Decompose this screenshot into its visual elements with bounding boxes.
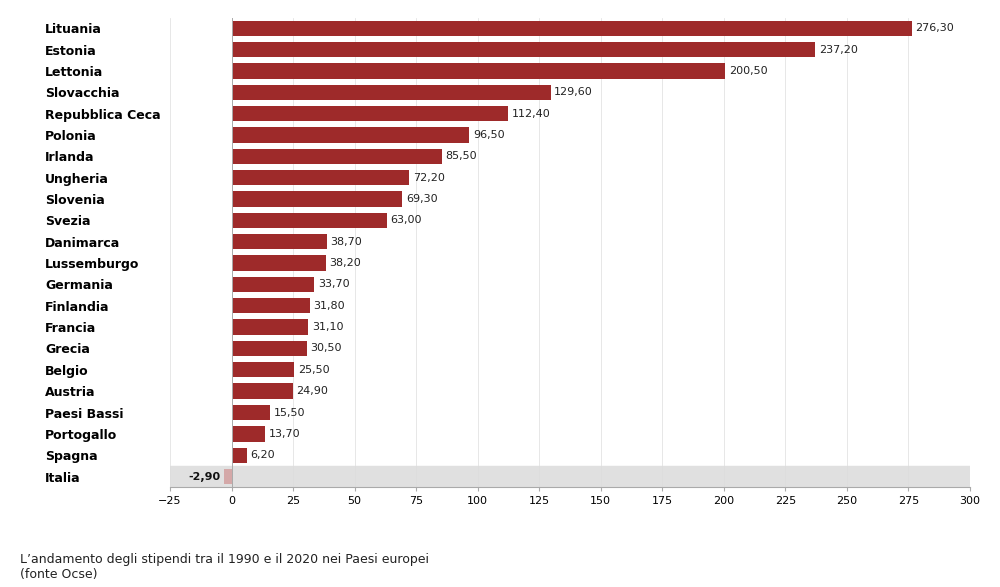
- Bar: [232, 276, 314, 292]
- Bar: [232, 426, 265, 441]
- Text: 63,00: 63,00: [390, 215, 422, 225]
- Bar: [232, 298, 310, 313]
- Bar: [232, 405, 270, 420]
- Bar: [232, 212, 387, 228]
- Text: 112,40: 112,40: [512, 109, 551, 119]
- Bar: [232, 106, 508, 122]
- Text: 200,50: 200,50: [729, 66, 767, 76]
- Text: 13,70: 13,70: [269, 429, 301, 439]
- Bar: [224, 469, 232, 484]
- Text: L’andamento degli stipendi tra il 1990 e il 2020 nei Paesi europei
(fonte Ocse): L’andamento degli stipendi tra il 1990 e…: [20, 553, 429, 581]
- Text: 85,50: 85,50: [446, 151, 477, 161]
- Text: 69,30: 69,30: [406, 194, 437, 204]
- Text: 31,80: 31,80: [314, 301, 345, 311]
- Bar: [232, 234, 327, 249]
- Text: 96,50: 96,50: [473, 130, 504, 140]
- Bar: [232, 255, 326, 271]
- Text: 72,20: 72,20: [413, 173, 445, 183]
- Text: 129,60: 129,60: [554, 87, 593, 97]
- Bar: [232, 447, 247, 463]
- Bar: [232, 63, 725, 79]
- Bar: [232, 42, 815, 58]
- Text: 15,50: 15,50: [273, 407, 305, 417]
- Text: 31,10: 31,10: [312, 322, 343, 332]
- Text: 30,50: 30,50: [310, 343, 342, 353]
- Bar: [232, 362, 294, 377]
- Bar: [232, 85, 551, 100]
- Text: 237,20: 237,20: [819, 45, 858, 55]
- Bar: [232, 21, 912, 36]
- Text: 276,30: 276,30: [915, 23, 954, 33]
- Bar: [232, 383, 293, 399]
- Text: 33,70: 33,70: [318, 279, 350, 289]
- Bar: [232, 341, 307, 356]
- Text: 25,50: 25,50: [298, 365, 330, 375]
- Text: 38,70: 38,70: [330, 237, 362, 247]
- Bar: [232, 191, 402, 207]
- Bar: [232, 127, 469, 143]
- Text: 6,20: 6,20: [250, 450, 275, 460]
- Text: -2,90: -2,90: [189, 471, 221, 481]
- Text: 38,20: 38,20: [329, 258, 361, 268]
- Text: 24,90: 24,90: [297, 386, 328, 396]
- Bar: [232, 170, 409, 185]
- Bar: [232, 149, 442, 164]
- Bar: [170, 466, 970, 487]
- Bar: [232, 319, 308, 335]
